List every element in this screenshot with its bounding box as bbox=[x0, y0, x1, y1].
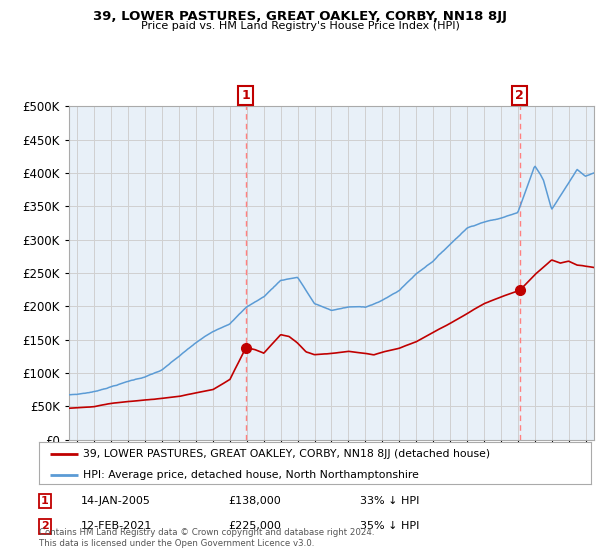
Text: Price paid vs. HM Land Registry's House Price Index (HPI): Price paid vs. HM Land Registry's House … bbox=[140, 21, 460, 31]
Text: 33% ↓ HPI: 33% ↓ HPI bbox=[360, 496, 419, 506]
Text: 12-FEB-2021: 12-FEB-2021 bbox=[81, 521, 152, 531]
Text: Contains HM Land Registry data © Crown copyright and database right 2024.
This d: Contains HM Land Registry data © Crown c… bbox=[39, 528, 374, 548]
Text: HPI: Average price, detached house, North Northamptonshire: HPI: Average price, detached house, Nort… bbox=[83, 470, 419, 480]
Text: 39, LOWER PASTURES, GREAT OAKLEY, CORBY, NN18 8JJ (detached house): 39, LOWER PASTURES, GREAT OAKLEY, CORBY,… bbox=[83, 449, 490, 459]
Text: 1: 1 bbox=[41, 496, 49, 506]
Text: 2: 2 bbox=[41, 521, 49, 531]
Text: 35% ↓ HPI: 35% ↓ HPI bbox=[360, 521, 419, 531]
Text: 39, LOWER PASTURES, GREAT OAKLEY, CORBY, NN18 8JJ: 39, LOWER PASTURES, GREAT OAKLEY, CORBY,… bbox=[93, 10, 507, 23]
Text: £138,000: £138,000 bbox=[228, 496, 281, 506]
Text: 2: 2 bbox=[515, 89, 524, 102]
Text: 14-JAN-2005: 14-JAN-2005 bbox=[81, 496, 151, 506]
Text: £225,000: £225,000 bbox=[228, 521, 281, 531]
Text: 1: 1 bbox=[242, 89, 250, 102]
